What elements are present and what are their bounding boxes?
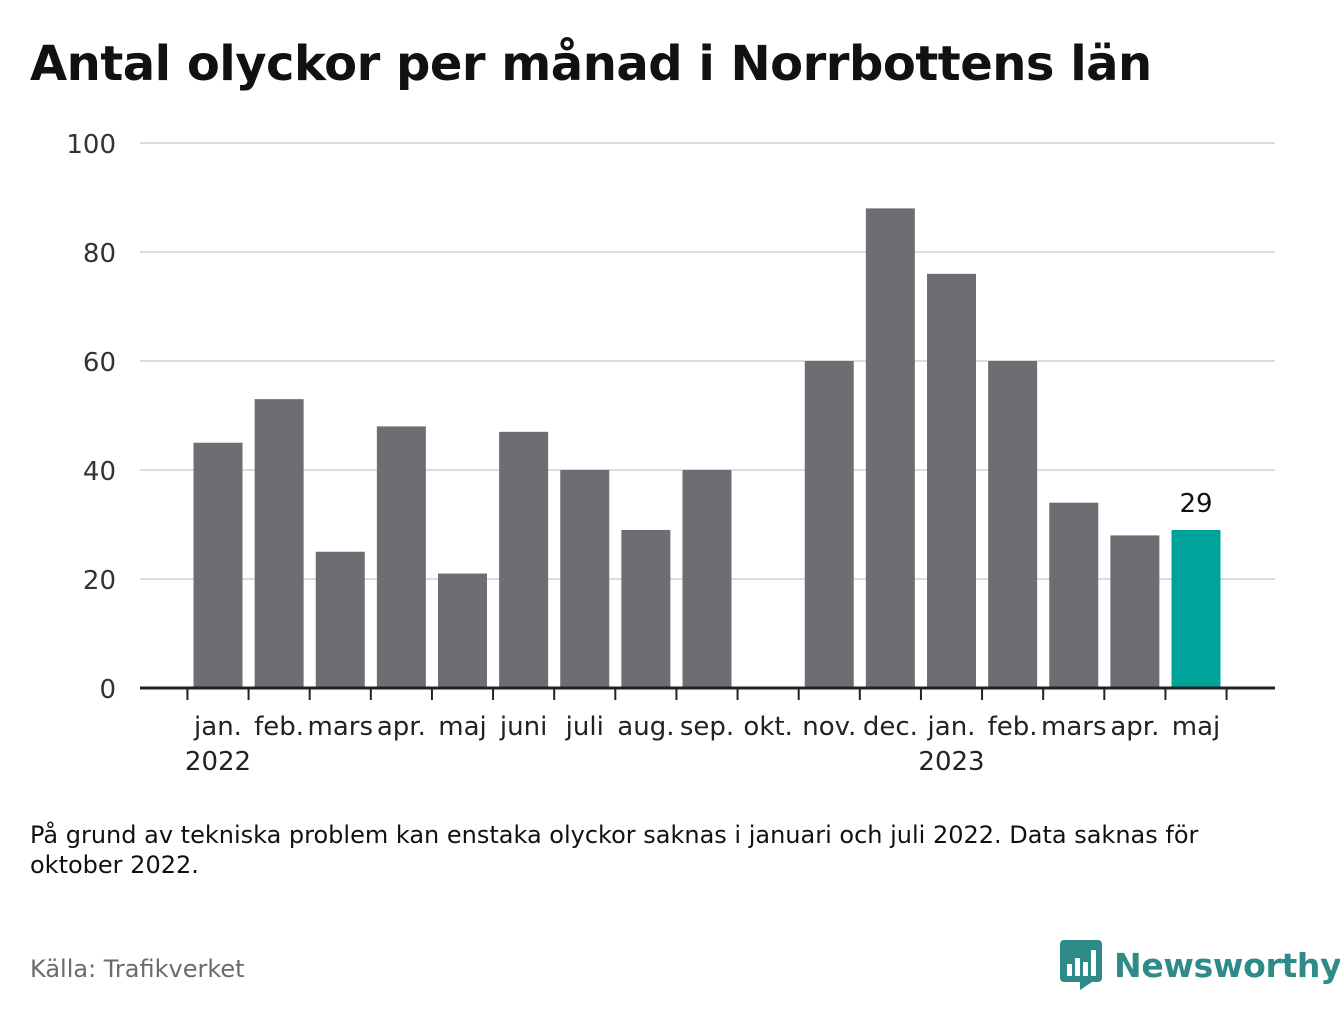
x-tick-label: jan. xyxy=(927,712,976,742)
x-tick-label: feb. xyxy=(988,712,1038,742)
bar xyxy=(560,470,610,688)
bar xyxy=(499,431,549,688)
y-axis-ticks: 0 20 40 60 80 100 xyxy=(66,130,116,705)
bar xyxy=(315,551,365,688)
bar xyxy=(621,529,671,688)
x-tick-label: feb. xyxy=(254,712,304,742)
y-tick-label: 60 xyxy=(83,348,116,378)
year-label: 2022 xyxy=(185,747,251,777)
footnote: På grund av tekniska problem kan enstaka… xyxy=(30,821,1199,879)
year-label: 2023 xyxy=(918,747,984,777)
bar xyxy=(254,399,304,688)
x-tick-label: dec. xyxy=(863,712,918,742)
x-tick-label: apr. xyxy=(1110,712,1159,742)
x-tick-label: sep. xyxy=(680,712,734,742)
bar xyxy=(1110,535,1160,688)
bar xyxy=(193,442,243,688)
bars: 29 xyxy=(193,208,1221,688)
x-tick-label: mars xyxy=(308,712,374,742)
bar xyxy=(1049,502,1099,688)
y-tick-label: 80 xyxy=(83,239,116,269)
x-tick-label: maj xyxy=(438,712,486,742)
x-axis-labels: jan. feb. mars apr. maj juni juli aug. sep. okt. n… xyxy=(185,712,1220,777)
x-tick-label: juni xyxy=(499,712,547,742)
bar-value-label: 29 xyxy=(1179,489,1212,519)
x-tick-label: aug. xyxy=(617,712,674,742)
brand-name: Newsworthy xyxy=(1114,945,1340,985)
y-tick-label: 0 xyxy=(99,675,116,705)
bar xyxy=(865,208,915,688)
bar-highlight xyxy=(1171,529,1221,688)
x-tick-label: nov. xyxy=(802,712,856,742)
chart-title: Antal olyckor per månad i Norrbottens lä… xyxy=(30,36,1152,92)
bar xyxy=(376,426,426,688)
x-tick-label: mars xyxy=(1041,712,1107,742)
newsworthy-logo-icon xyxy=(1060,940,1102,990)
x-tick-label: juli xyxy=(565,712,604,742)
bar xyxy=(804,361,854,688)
x-axis xyxy=(140,686,1275,700)
x-tick-label: jan. xyxy=(193,712,242,742)
y-tick-label: 40 xyxy=(83,457,116,487)
bar xyxy=(927,273,976,688)
y-tick-label: 20 xyxy=(83,566,116,596)
x-tick-label: maj xyxy=(1172,712,1220,742)
brand-logo[interactable]: Newsworthy xyxy=(1060,940,1340,990)
x-tick-label: apr. xyxy=(377,712,426,742)
bar xyxy=(438,573,487,688)
bar xyxy=(988,361,1038,688)
y-tick-label: 100 xyxy=(66,130,116,160)
x-tick-label: okt. xyxy=(743,712,792,742)
bar xyxy=(682,470,732,688)
source-label: Källa: Trafikverket xyxy=(30,955,245,983)
